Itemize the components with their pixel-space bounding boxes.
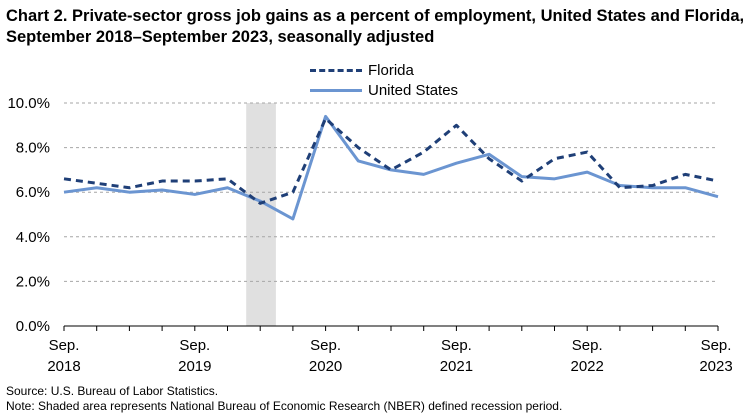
recession-note: Note: Shaded area represents National Bu…	[6, 399, 563, 413]
x-tick-label: 2020	[309, 358, 342, 375]
x-tick-label: 2023	[699, 358, 732, 375]
x-tick-label: Sep.	[701, 337, 732, 354]
x-tick-label: 2018	[47, 358, 80, 375]
source-note: Source: U.S. Bureau of Labor Statistics.	[6, 384, 219, 398]
x-tick-label: 2019	[178, 358, 211, 375]
series-line-florida	[63, 117, 719, 205]
x-tick-label: Sep.	[441, 337, 472, 354]
y-tick-label: 6.0%	[16, 184, 50, 201]
legend: Florida United States	[310, 60, 458, 100]
legend-label-united-states: United States	[368, 81, 459, 99]
series-line-united-states	[63, 114, 719, 221]
legend-swatch-florida	[310, 68, 362, 72]
x-tick-label: Sep.	[179, 337, 210, 354]
chart-title: Chart 2. Private-sector gross job gains …	[6, 7, 745, 46]
x-tick-label: Sep.	[572, 337, 603, 354]
chart-footer: Source: U.S. Bureau of Labor Statistics.…	[6, 384, 562, 414]
x-tick-label: 2022	[571, 358, 604, 375]
x-tick-label: Sep.	[49, 337, 80, 354]
x-tick-label: Sep.	[310, 337, 341, 354]
y-tick-label: 4.0%	[16, 229, 50, 246]
y-tick-label: 8.0%	[16, 140, 50, 157]
recession-shading	[246, 103, 276, 326]
y-tick-label: 10.0%	[7, 95, 50, 112]
x-tick-label: 2021	[440, 358, 473, 375]
y-tick-label: 2.0%	[16, 273, 50, 290]
legend-entry-united-states: United States	[310, 80, 458, 100]
legend-label-florida: Florida	[368, 61, 414, 79]
legend-entry-florida: Florida	[310, 60, 458, 80]
y-tick-label: 0.0%	[16, 318, 50, 335]
legend-swatch-united-states	[310, 88, 362, 92]
